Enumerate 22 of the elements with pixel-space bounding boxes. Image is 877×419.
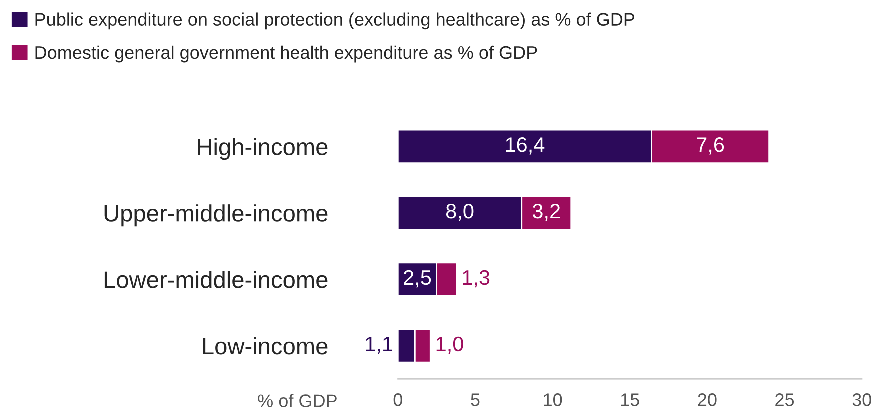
data-label: 16,4 (506, 138, 545, 155)
y-tick-label: High-income (198, 138, 328, 160)
legend-label: Domestic general government health expenditure as % of GDP (36, 46, 538, 63)
data-label: 8,0 (446, 204, 474, 222)
y-tick-label: Upper-middle-income (104, 204, 328, 227)
data-label: 1,1 (366, 337, 393, 354)
x-tick-label: 30 (852, 394, 872, 406)
x-tick-label: 10 (544, 394, 562, 406)
data-label: 1,0 (436, 336, 464, 354)
x-tick-label: 20 (698, 394, 717, 406)
x-tick-label: 5 (471, 394, 480, 406)
y-tick-label: Lower-middle-income (104, 271, 328, 288)
y-tick-label: Low-income (203, 337, 328, 355)
legend-label: Public expenditure on social protection (excluding healthcare) as % of GDP (36, 12, 635, 30)
x-axis-title: % of GDP (258, 394, 337, 408)
x-tick-label: 25 (776, 394, 794, 406)
data-label: 2,5 (404, 270, 432, 288)
data-label: 1,3 (463, 270, 490, 288)
x-tick-label: 15 (621, 394, 640, 406)
data-label: 7,6 (697, 138, 724, 155)
data-label: 3,2 (532, 204, 560, 222)
x-tick-label: 0 (394, 394, 402, 406)
